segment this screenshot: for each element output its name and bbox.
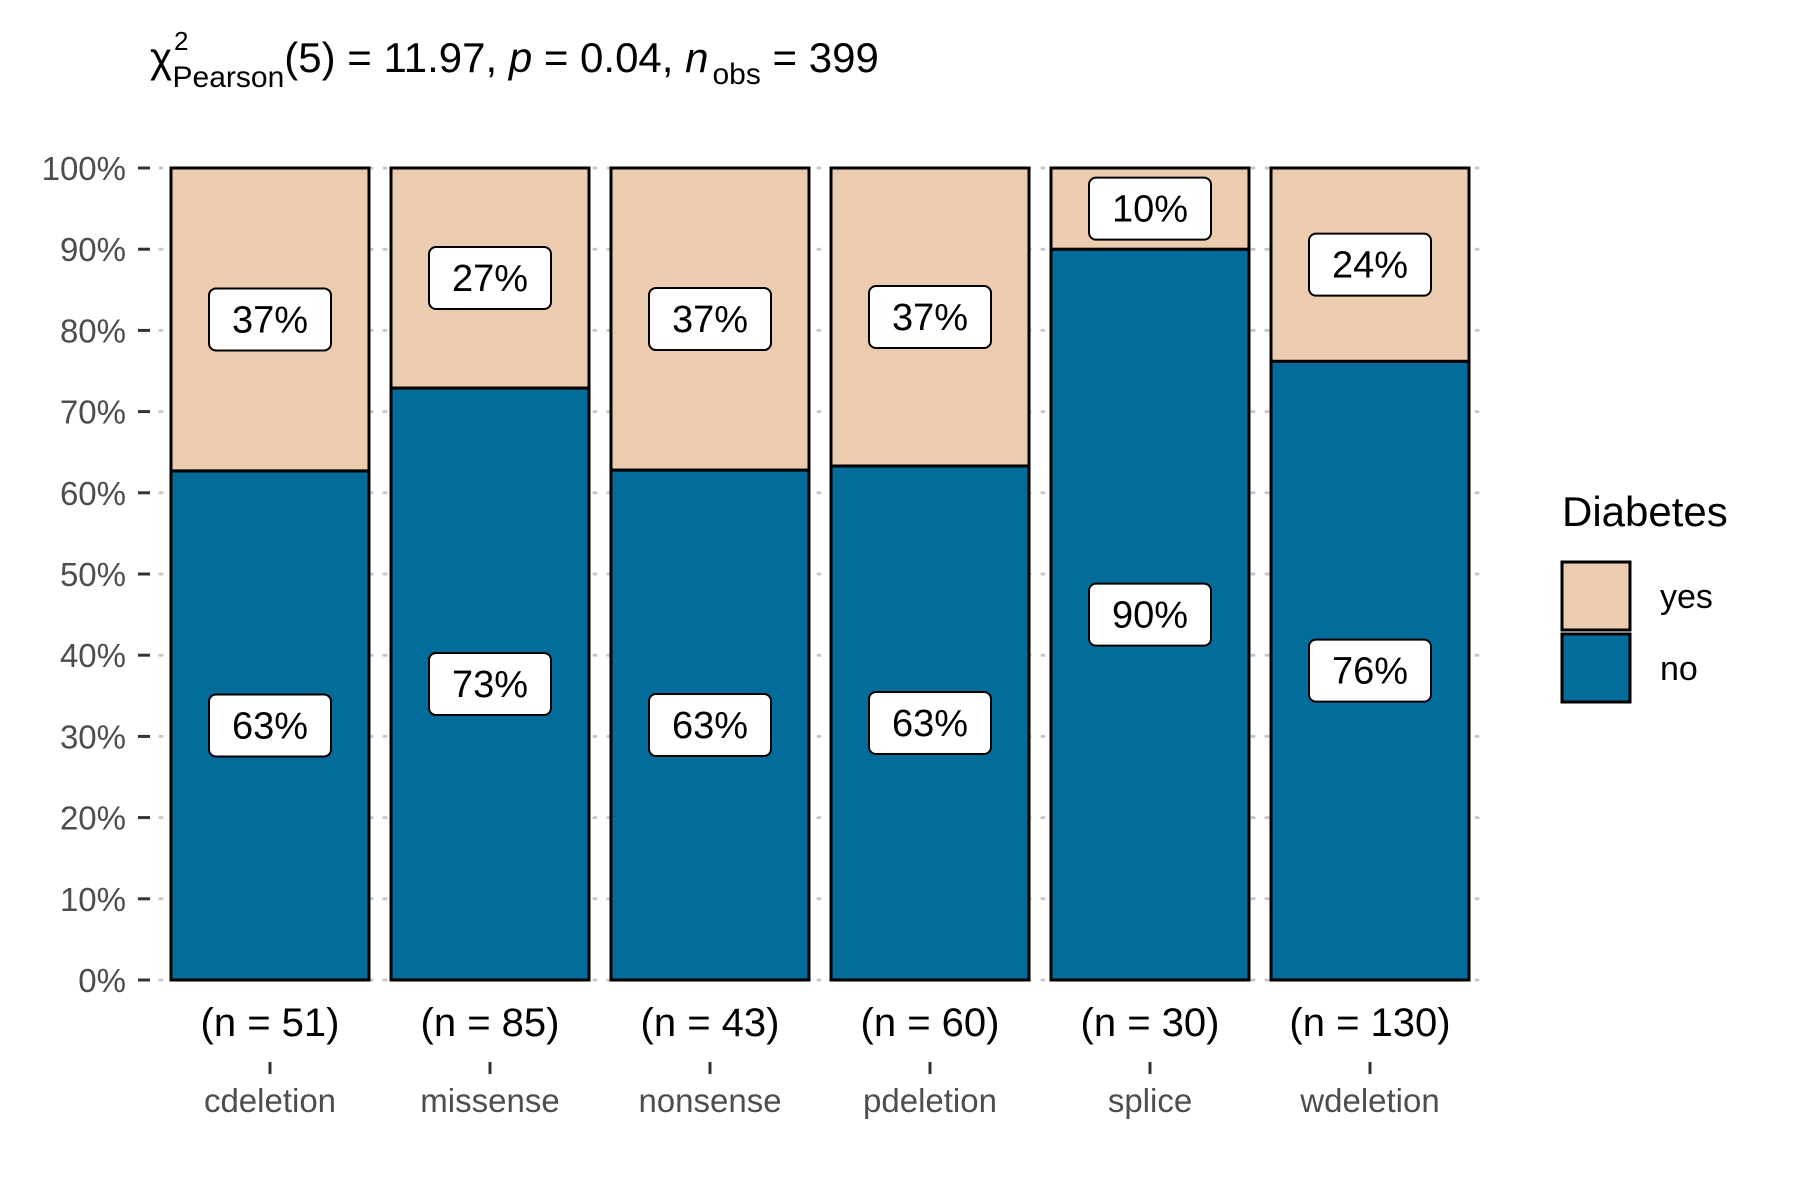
subtitle-chi-sup: 2 <box>174 26 188 56</box>
data-label-no-nonsense: 63% <box>672 705 748 747</box>
y-tick-label: 30% <box>60 718 126 755</box>
subtitle-n-sub: obs <box>712 58 760 91</box>
legend-label-no: no <box>1660 650 1698 688</box>
data-label-box <box>428 246 552 311</box>
y-axis: 0% 10% 20% 30% 40% 50% 60% 70% 80% 90% 100% <box>42 150 150 999</box>
y-tick-label: 0% <box>78 962 126 999</box>
subtitle-n-symbol: n <box>685 34 708 81</box>
data-label-box <box>208 693 332 758</box>
legend-entries: yes no <box>1560 560 1713 704</box>
legend-label-yes: yes <box>1660 578 1713 616</box>
x-tick-label: cdeletion <box>204 1082 336 1119</box>
subtitle-stat: = 11.97, <box>336 34 509 81</box>
y-tick-label: 50% <box>60 556 126 593</box>
data-label-yes-missense: 27% <box>452 258 528 300</box>
x-count-label: (n = 43) <box>641 1001 780 1045</box>
data-label-no-missense: 73% <box>452 664 528 706</box>
data-label-box <box>648 693 772 758</box>
x-count-label: (n = 60) <box>861 1001 1000 1045</box>
data-labels: 63% 37% 73% 27% 63% 37% 63% 37% 90% 10% 76% 24% <box>208 176 1432 758</box>
x-count-label: (n = 51) <box>201 1001 340 1045</box>
data-label-yes-wdeletion: 24% <box>1332 245 1408 287</box>
chart-subtitle: χ2 Pearson(5) = 11.97, p = 0.04, n obs = 3… <box>150 26 879 94</box>
data-label-no-pdeletion: 63% <box>892 703 968 745</box>
x-tick-label: pdeletion <box>863 1082 997 1119</box>
legend-title: Diabetes <box>1562 488 1728 535</box>
legend-swatch-no <box>1560 632 1632 704</box>
subtitle-df: (5) <box>284 34 335 81</box>
y-tick-label: 80% <box>60 312 126 349</box>
x-axis: (n = 51) cdeletion (n = 85) missense (n = 43… <box>201 1001 1451 1119</box>
data-label-box <box>428 652 552 717</box>
subtitle-p-symbol: p <box>507 34 532 81</box>
data-label-yes-cdeletion: 37% <box>232 299 308 341</box>
subtitle-n-value: = 399 <box>761 34 879 81</box>
data-label-box <box>868 285 992 350</box>
y-tick-label: 40% <box>60 637 126 674</box>
data-label-box <box>1308 638 1432 703</box>
y-tick-label: 20% <box>60 800 126 837</box>
data-label-box <box>648 287 772 352</box>
subtitle-p-value: = 0.04, <box>532 34 685 81</box>
subtitle-chi: χ <box>150 34 172 81</box>
x-tick-label: splice <box>1108 1082 1192 1119</box>
data-label-yes-pdeletion: 37% <box>892 297 968 339</box>
data-label-box <box>1308 232 1432 297</box>
y-tick-label: 100% <box>42 150 126 187</box>
x-tick-label: wdeletion <box>1299 1082 1439 1119</box>
y-tick-label: 60% <box>60 475 126 512</box>
y-tick-label: 70% <box>60 394 126 431</box>
data-label-box <box>208 287 332 352</box>
data-label-no-splice: 90% <box>1112 595 1188 637</box>
data-label-yes-nonsense: 37% <box>672 299 748 341</box>
legend-swatch-yes <box>1560 560 1632 632</box>
x-count-label: (n = 30) <box>1081 1001 1220 1045</box>
data-label-box <box>1088 176 1212 241</box>
x-tick-label: nonsense <box>638 1082 781 1119</box>
data-label-no-wdeletion: 76% <box>1332 651 1408 693</box>
grid-lines <box>158 166 1482 982</box>
subtitle-chi-sub: Pearson <box>173 61 285 94</box>
x-tick-label: missense <box>420 1082 559 1119</box>
data-label-yes-splice: 10% <box>1112 189 1188 231</box>
y-tick-label: 90% <box>60 231 126 268</box>
data-label-no-cdeletion: 63% <box>232 705 308 747</box>
y-tick-label: 10% <box>60 881 126 918</box>
x-count-label: (n = 85) <box>421 1001 560 1045</box>
x-count-label: (n = 130) <box>1289 1001 1450 1045</box>
data-label-box <box>868 691 992 756</box>
data-label-box <box>1088 582 1212 647</box>
legend: Diabetes yes no <box>1560 488 1728 704</box>
